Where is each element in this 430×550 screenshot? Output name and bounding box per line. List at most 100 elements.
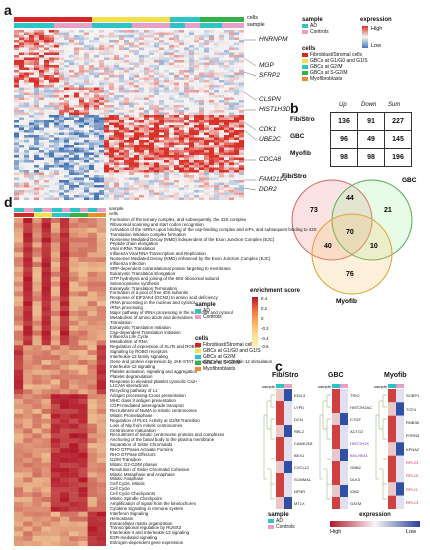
pathway-label: Cytokine Signaling in Immune system bbox=[110, 505, 184, 511]
legend-item: Myofibroblasts bbox=[302, 76, 368, 82]
legend-title: sample bbox=[302, 17, 323, 23]
legend-item: Controls bbox=[268, 524, 295, 530]
pathway-label: L1CAM interactions bbox=[110, 383, 149, 389]
pathway-label: rRNA processing in the nucleus and cytos… bbox=[110, 300, 195, 306]
panel-c-expression-legend: expression High Low bbox=[330, 512, 420, 535]
panel-d-sample-track bbox=[14, 208, 106, 212]
legend-item: AD bbox=[268, 518, 295, 524]
panel-c-gene-label: TRIO bbox=[350, 392, 360, 398]
panel-c-gene-label: TCF4 bbox=[406, 406, 416, 412]
pathway-label: Cell Cycle bbox=[110, 486, 130, 492]
venn-count: 70 bbox=[346, 229, 354, 236]
pathway-label: Antigen processing-Cross presentation bbox=[110, 393, 186, 399]
panel-c-heatmap bbox=[332, 389, 348, 509]
panel-c-gene-label: RNB38 bbox=[406, 419, 419, 425]
pathway-label: Ribosomal scanning and start codon recog… bbox=[110, 221, 204, 227]
panel-c-gene-label: NFNR bbox=[294, 488, 306, 494]
panel-d-sample-legend: sample AD Controls bbox=[195, 302, 222, 320]
pathway-label: Influenza Infection bbox=[110, 261, 146, 267]
pathway-label: Regulation of expression of SLITs and RO… bbox=[110, 344, 201, 350]
pathway-label: Nonsense Mediated Decay (NMD) independen… bbox=[110, 236, 275, 242]
panel-c-letter: c bbox=[275, 358, 283, 374]
table-row: 96 49 145 bbox=[330, 130, 412, 149]
pathway-label: SRP-dependent cotranslational protein ta… bbox=[110, 265, 231, 271]
panel-a-gene-label: CDCA8 bbox=[259, 156, 282, 163]
panel-c-gene-label: DLK3 bbox=[350, 476, 361, 482]
venn-count: 40 bbox=[324, 243, 332, 250]
pathway-label: Transcriptional regulation by RUNX3 bbox=[110, 525, 182, 531]
panel-a-gene-label: FAM211A bbox=[259, 176, 287, 183]
panel-d-letter: d bbox=[4, 194, 13, 210]
expression-gradient-bar bbox=[330, 521, 420, 527]
panel-c-gene-label: RPL13 bbox=[406, 499, 419, 505]
panel-c-gene-label: RTRN3 bbox=[406, 433, 420, 439]
expression-gradient-bar bbox=[362, 26, 368, 48]
legend-item: Controls bbox=[302, 29, 329, 35]
panel-d-cells-track-label: cells bbox=[109, 211, 119, 216]
panel-a-gene-label: HIST1H3D bbox=[259, 106, 291, 113]
table-cell: 98 bbox=[357, 148, 385, 167]
legend-swatch bbox=[302, 23, 308, 28]
pathway-label: Cell Cycle, Mitotic bbox=[110, 481, 145, 487]
pathway-label: Major pathway of rRNA processing in the … bbox=[110, 310, 233, 315]
pathway-label: Viral mRNA Translation bbox=[110, 246, 156, 252]
venn-label: GBC bbox=[402, 177, 417, 184]
panel-c-sample-track bbox=[276, 384, 292, 388]
pathway-label: Hemostasis bbox=[110, 515, 133, 521]
panel-c-gene-label: RPL23 bbox=[406, 459, 419, 465]
panel-c-heatmap bbox=[388, 389, 404, 509]
pathway-label: Activation of the mRNA upon binding of t… bbox=[110, 226, 317, 232]
pathway-label: RHO GTPases Activate Formins bbox=[110, 447, 173, 453]
pathway-label: Regulation of PLK1 Activity at G2/M Tran… bbox=[110, 417, 200, 423]
panel-a-gene-label: CDK1 bbox=[259, 126, 277, 133]
venn-circle-gbc bbox=[331, 179, 413, 261]
pathway-label: Peptide chain elongation bbox=[110, 241, 159, 247]
legend-item: GBCs at S-G2/M bbox=[195, 360, 261, 366]
pathway-label: Influenza Viral RNA Transcription and Re… bbox=[110, 251, 206, 257]
pathway-label: rRNA processing bbox=[110, 305, 143, 311]
panel-c-row-dendrogram bbox=[319, 394, 331, 500]
table-row: 98 98 196 bbox=[330, 148, 412, 167]
pathway-label: Mitotic Anaphase bbox=[110, 476, 144, 482]
pathway-label: Recruitment of NuMA to mitotic centrosom… bbox=[110, 407, 197, 413]
table-cell: 91 bbox=[357, 112, 385, 131]
panel-c-sample-track bbox=[388, 384, 404, 388]
panel-d-cells-legend: cells Fibroblast/Stromal cells GBCs at G… bbox=[195, 336, 261, 372]
panel-c-gene-label: RPL11 bbox=[406, 486, 418, 492]
pathway-label: Signaling by ROBO receptors bbox=[110, 349, 168, 355]
panel-c-group-title: Fib/Stro bbox=[272, 372, 299, 379]
pathway-label: Amplification of signal from the kinetoc… bbox=[110, 500, 196, 506]
panel-a-expression-legend: expression High Low bbox=[360, 17, 392, 49]
pathway-label: Cap-dependent Translation Initiation bbox=[110, 329, 181, 335]
panel-a-gene-label: SFRP2 bbox=[259, 72, 280, 79]
panel-a-gene-label: MGP bbox=[259, 62, 274, 69]
panel-a-sample-track bbox=[14, 23, 244, 28]
legend-item: GBCs at G1/G0 and G1/S bbox=[302, 58, 368, 64]
panel-c-gene-label: BEX1 bbox=[294, 452, 305, 458]
panel-a-sample-legend: sample AD Controls bbox=[302, 17, 329, 35]
panel-a-gene-label: UBE2C bbox=[259, 136, 281, 143]
pathway-label: Extracellular matrix organization bbox=[110, 520, 173, 526]
table-cell: 98 bbox=[330, 148, 358, 167]
panel-c-gene-label: GNB2 bbox=[350, 464, 361, 470]
venn-count: 73 bbox=[310, 207, 318, 214]
pathway-label: Recruitment of mitotic centrosome protei… bbox=[110, 432, 225, 438]
panel-b-deg-count-table: 136 91 227 96 49 145 98 98 196 bbox=[330, 112, 412, 167]
panel-c-heatmap bbox=[276, 389, 292, 509]
pathway-label: Recycling pathway of L1 bbox=[110, 388, 158, 394]
panel-c-group-title: GBC bbox=[328, 372, 344, 379]
legend-item: AD bbox=[195, 308, 222, 314]
pathway-label: Eukaryotic Translation Elongation bbox=[110, 270, 176, 276]
legend-title: cells bbox=[302, 46, 316, 52]
panel-d-enrichment-heatmap bbox=[14, 218, 106, 546]
pathway-label: MHC class II antigen presentation bbox=[110, 398, 176, 404]
panel-a-gene-label: CLSPN bbox=[259, 96, 281, 103]
legend-item: Fibroblast/Stromal cells bbox=[195, 342, 261, 348]
panel-a-cells-legend: cells Fibroblast/Stromal cells GBCs at G… bbox=[302, 46, 368, 82]
pathway-label: Cell Cycle Checkpoints bbox=[110, 491, 156, 497]
panel-c-gene-label: MT1X bbox=[294, 500, 305, 506]
pathway-label: GTP hydrolysis and joining of the 60S ri… bbox=[110, 275, 220, 281]
panel-c-gene-label: BHLHE41 bbox=[350, 452, 368, 458]
table-cell: 136 bbox=[330, 112, 358, 131]
pathway-label: Metabolism of RNA bbox=[110, 339, 148, 345]
